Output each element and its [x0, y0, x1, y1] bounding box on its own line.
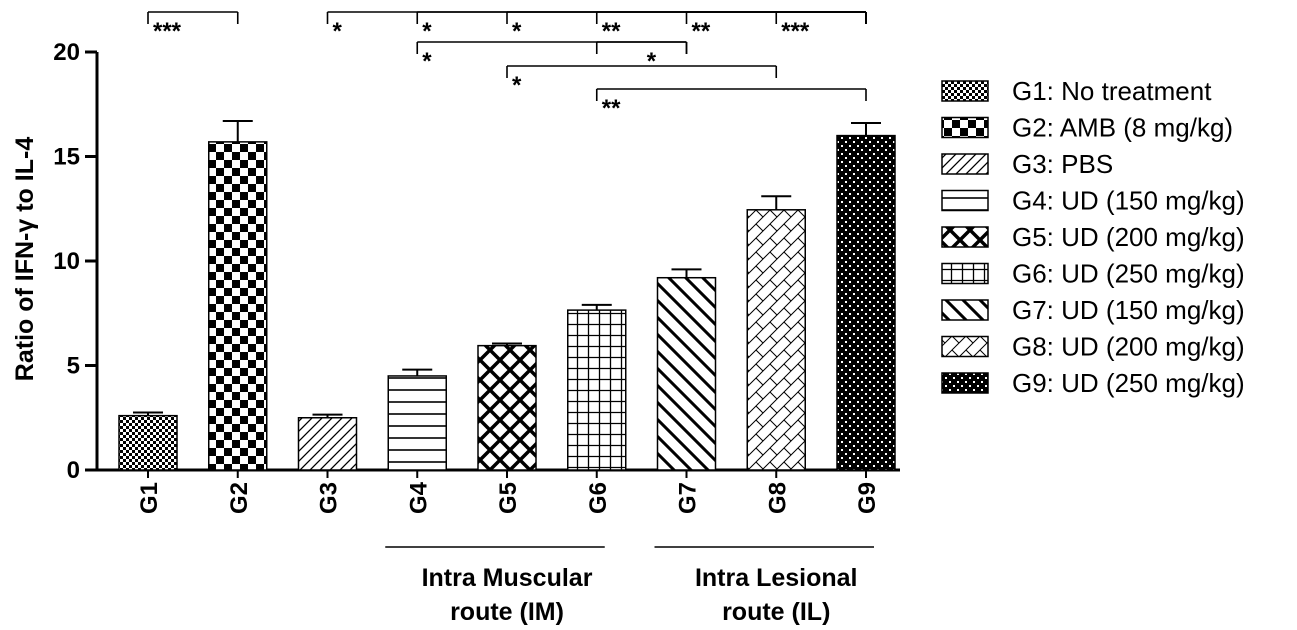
significance-label: ** [692, 18, 711, 45]
y-tick-label: 20 [53, 39, 80, 66]
significance-label: * [422, 48, 432, 75]
significance-bracket-G6-G7: * [597, 42, 687, 75]
significance-label: * [512, 18, 522, 45]
x-tick-label: G8 [764, 482, 791, 514]
legend-label: G5: UD (200 mg/kg) [1012, 222, 1245, 252]
legend-item-G8: G8: UD (200 mg/kg) [942, 332, 1245, 362]
error-bar-G9 [851, 123, 881, 136]
y-tick-label: 5 [67, 353, 80, 380]
y-tick-label: 15 [53, 144, 80, 171]
legend-label: G7: UD (150 mg/kg) [1012, 295, 1245, 325]
significance-label: ** [602, 95, 621, 122]
x-tick-label: G7 [675, 482, 702, 514]
legend-item-G9: G9: UD (250 mg/kg) [942, 368, 1245, 398]
route-group-label: route (IL) [722, 598, 830, 626]
legend-swatch [942, 191, 988, 211]
bar-G2 [209, 142, 267, 470]
legend-item-G1: G1: No treatment [942, 76, 1212, 106]
legend-swatch [942, 300, 988, 320]
legend-item-G5: G5: UD (200 mg/kg) [942, 222, 1245, 252]
error-bar-G4 [402, 370, 432, 376]
y-axis-label: Ratio of IFN-γ to IL-4 [11, 137, 39, 382]
bar-G6 [568, 310, 626, 470]
error-bar-G2 [223, 121, 253, 142]
bar-G3 [299, 418, 357, 470]
significance-label: * [422, 18, 432, 45]
legend-swatch [942, 373, 988, 393]
legend-item-G4: G4: UD (150 mg/kg) [942, 186, 1245, 216]
legend-label: G3: PBS [1012, 149, 1113, 179]
significance-bracket-G5-G8: * [507, 66, 776, 99]
significance-bracket-G1-G2: *** [148, 12, 238, 45]
legend-label: G8: UD (200 mg/kg) [1012, 332, 1245, 362]
x-tick-label: G5 [495, 482, 522, 514]
error-bar-G8 [761, 196, 791, 210]
legend-item-G3: G3: PBS [942, 149, 1113, 179]
legend-label: G2: AMB (8 mg/kg) [1012, 113, 1233, 143]
route-group-label: route (IM) [450, 598, 564, 626]
bar-G9 [837, 136, 895, 470]
legend-swatch [942, 227, 988, 247]
legend-item-G2: G2: AMB (8 mg/kg) [942, 113, 1233, 143]
significance-label: * [512, 72, 522, 99]
bar-G5 [478, 346, 536, 470]
legend-label: G6: UD (250 mg/kg) [1012, 259, 1245, 289]
route-group-label: Intra Muscular [422, 564, 593, 592]
significance-bracket-G6-G9: ** [597, 89, 866, 122]
error-bar-G6 [582, 305, 612, 310]
legend-label: G9: UD (250 mg/kg) [1012, 368, 1245, 398]
legend-item-G6: G6: UD (250 mg/kg) [942, 259, 1245, 289]
bar-G7 [658, 278, 716, 470]
significance-bracket-G6-G9: ** [597, 12, 866, 45]
significance-bracket-G8-G9: *** [776, 12, 866, 45]
bar-G4 [388, 376, 446, 470]
legend-swatch [942, 118, 988, 138]
y-tick-label: 0 [67, 457, 80, 484]
legend-label: G1: No treatment [1012, 76, 1212, 106]
bar-G1 [119, 416, 177, 470]
legend-item-G7: G7: UD (150 mg/kg) [942, 295, 1245, 325]
significance-label: *** [153, 18, 182, 45]
legend-swatch [942, 337, 988, 357]
x-tick-label: G9 [854, 482, 881, 514]
x-tick-label: G6 [585, 482, 612, 514]
route-group-label: Intra Lesional [695, 564, 858, 592]
x-tick-label: G1 [136, 482, 163, 514]
x-tick-label: G4 [405, 481, 432, 514]
legend-label: G4: UD (150 mg/kg) [1012, 186, 1245, 216]
legend-swatch [942, 154, 988, 174]
significance-label: ** [602, 18, 621, 45]
significance-label: * [333, 18, 343, 45]
x-tick-label: G3 [316, 482, 343, 514]
legend-swatch [942, 81, 988, 101]
error-bar-G7 [672, 269, 702, 277]
significance-label: *** [781, 18, 810, 45]
legend-swatch [942, 264, 988, 284]
significance-label: * [647, 48, 657, 75]
x-tick-label: G2 [226, 482, 253, 514]
y-tick-label: 10 [53, 248, 80, 275]
bar-G8 [747, 210, 805, 470]
